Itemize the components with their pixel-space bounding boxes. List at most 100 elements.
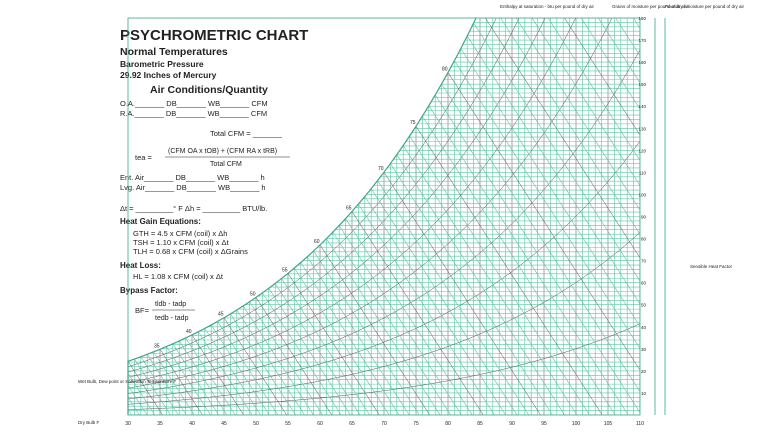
x-tick-label: 85 xyxy=(477,421,483,427)
rh-curve xyxy=(128,18,640,384)
wet-bulb-line xyxy=(128,363,156,415)
wet-bulb-line xyxy=(128,369,133,415)
y-tick-label: 70 xyxy=(641,259,647,264)
x-label: Dry Bulb F xyxy=(78,420,100,425)
wet-bulb-line xyxy=(460,48,640,415)
wet-bulb-label: 45 xyxy=(218,312,224,318)
wet-bulb-line xyxy=(358,203,495,415)
form-row: Ent. Air_______ DB_______ WB_______ h xyxy=(120,173,265,182)
heading: Heat Gain Equations: xyxy=(120,217,201,226)
equation: TLH = 0.68 x CFM (coil) x ΔGrains xyxy=(133,247,248,256)
wet-bulb-line xyxy=(255,297,333,415)
x-tick-label: 70 xyxy=(381,421,387,427)
wet-bulb-line xyxy=(262,292,342,415)
equation: TSH = 1.10 x CFM (coil) x Δt xyxy=(133,238,230,247)
wet-bulb-label: 60 xyxy=(314,239,320,245)
y-tick-label: 100 xyxy=(638,192,646,197)
saturation-curve xyxy=(127,17,477,415)
y-tick-label: 140 xyxy=(638,104,646,109)
section-title: Air Conditions/Quantity xyxy=(150,84,268,96)
rh-curve xyxy=(128,323,640,410)
equation: tldb - tadp xyxy=(155,301,186,308)
form-row: Lvg. Air_______ DB_______ WB_______ h xyxy=(120,183,266,192)
wet-bulb-line xyxy=(134,358,171,415)
wet-bulb-line xyxy=(294,267,390,415)
wet-bulb-label: 70 xyxy=(378,166,384,172)
y-tick-label: 160 xyxy=(638,60,646,65)
y-tick-label: 90 xyxy=(641,215,647,220)
x-tick-label: 75 xyxy=(413,421,419,427)
y-tick-label: 80 xyxy=(641,237,647,242)
y-tick-label: 30 xyxy=(641,347,647,352)
heading: Heat Loss: xyxy=(120,261,161,270)
frame xyxy=(127,17,641,416)
x-tick-label: 95 xyxy=(541,421,547,427)
x-tick-label: 100 xyxy=(572,421,581,427)
form-row: Δt = _________° F Δh = _________ BTU/lb. xyxy=(120,204,267,213)
wet-bulb-line xyxy=(434,94,640,415)
top-label: Grains of moisture per pound of dry air xyxy=(612,4,690,9)
y-tick-label: 40 xyxy=(641,325,647,330)
pressure: Barometric Pressure xyxy=(120,59,204,69)
wet-bulb-label: 65 xyxy=(346,205,352,211)
wet-bulb-label: 75 xyxy=(410,120,416,126)
wet-bulb-line xyxy=(287,273,380,415)
wet-bulb-line xyxy=(390,163,553,415)
wet-bulb-line xyxy=(338,225,462,415)
x-tick-label: 55 xyxy=(285,421,291,427)
equation: HL = 1.08 x CFM (coil) x Δt xyxy=(133,272,224,281)
wet-bulb-line xyxy=(230,313,296,415)
wet-bulb-line xyxy=(128,367,140,415)
wet-bulb-line xyxy=(153,351,195,415)
form-row: O.A._______ DB_______ WB_______ CFM xyxy=(120,99,268,108)
wet-bulb-line xyxy=(319,244,430,415)
wet-bulb-line xyxy=(223,317,287,415)
x-tick-label: 65 xyxy=(349,421,355,427)
rh-curve xyxy=(128,18,640,389)
wet-bulb-line xyxy=(236,309,305,415)
wet-bulb-line xyxy=(268,288,351,415)
x-tick-label: 60 xyxy=(317,421,323,427)
form-row: Total CFM = _______ xyxy=(210,129,283,138)
wet-bulb-line xyxy=(428,105,629,415)
y-tick-label: 170 xyxy=(638,38,646,43)
wet-bulb-line xyxy=(447,72,640,415)
pressure: 29.92 Inches of Mercury xyxy=(120,70,217,80)
wet-bulb-line xyxy=(486,18,640,415)
wet-bulb-line xyxy=(242,305,314,415)
wet-bulb-label: 40 xyxy=(186,329,192,335)
wet-bulb-line xyxy=(198,331,253,415)
wet-bulb-line xyxy=(128,365,148,415)
wet-bulb-line xyxy=(441,83,640,415)
wet-bulb-line xyxy=(364,196,506,415)
wet-bulb-line xyxy=(402,145,578,415)
x-tick-label: 45 xyxy=(221,421,227,427)
x-tick-label: 80 xyxy=(445,421,451,427)
x-tick-label: 110 xyxy=(636,421,644,427)
x-tick-label: 35 xyxy=(157,421,163,427)
top-label: Pounds of moisture per pound of dry air xyxy=(665,4,745,9)
wet-bulb-line xyxy=(172,343,219,415)
wet-bulb-line xyxy=(466,35,640,415)
x-tick-label: 40 xyxy=(189,421,195,427)
y-tick-label: 10 xyxy=(641,391,647,396)
wet-bulb-line xyxy=(210,324,270,415)
wet-bulb-line xyxy=(191,334,244,415)
wet-bulb-line xyxy=(281,278,370,415)
wet-bulb-line xyxy=(473,22,640,415)
wet-bulb-line xyxy=(415,126,603,415)
wet-bulb-line xyxy=(178,340,228,415)
wet-bulb-line xyxy=(146,354,187,415)
wet-bulb-line xyxy=(351,211,484,415)
wet-bulb-line xyxy=(217,321,279,415)
wet-bulb-line xyxy=(300,262,400,415)
rh-curve xyxy=(128,18,640,378)
wet-bulb-label: 80 xyxy=(442,66,448,72)
wet-bulb-line xyxy=(249,301,323,415)
wet-bulb-line xyxy=(396,154,565,415)
wet-bulb-line xyxy=(422,115,616,415)
form-row: R.A._______ DB_______ WB_______ CFM xyxy=(120,109,267,118)
wet-bulb-line xyxy=(383,172,541,415)
x-tick-label: 90 xyxy=(509,421,515,427)
